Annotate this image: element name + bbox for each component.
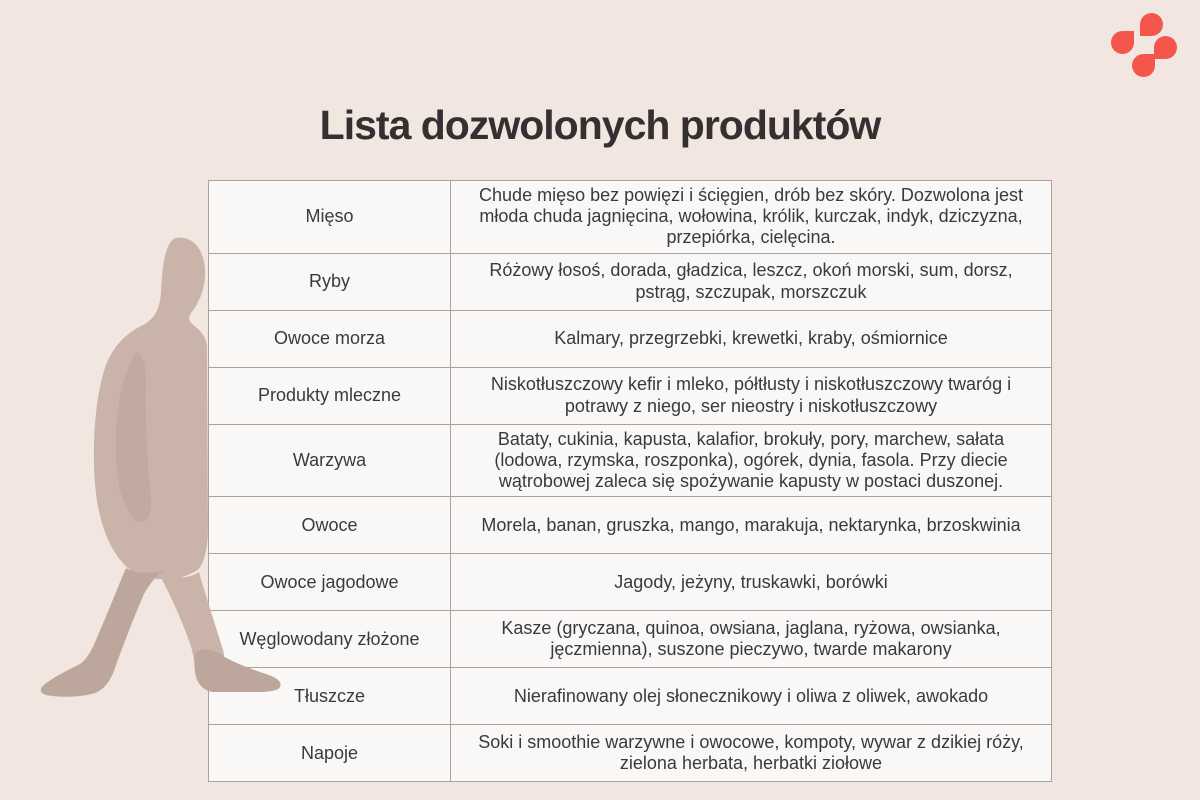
- products-cell: Kasze (gryczana, quinoa, owsiana, jaglan…: [450, 610, 1052, 669]
- logo-drop-icon: [1111, 31, 1134, 54]
- table-row: Owoce Morela, banan, gruszka, mango, mara…: [208, 496, 1052, 555]
- brand-logo: [1111, 12, 1178, 78]
- logo-drop-icon: [1154, 36, 1177, 59]
- products-table: Mięso Chude mięso bez powięzi i ścięgien,…: [208, 180, 1052, 783]
- products-cell: Chude mięso bez powięzi i ścięgien, drób…: [450, 180, 1052, 254]
- products-cell: Niskotłuszczowy kefir i mleko, półtłusty…: [450, 366, 1052, 425]
- walking-person-silhouette: [40, 237, 281, 697]
- category-cell: Mięso: [208, 180, 451, 254]
- logo-drop-icon: [1140, 13, 1163, 36]
- products-cell: Morela, banan, gruszka, mango, marakuja,…: [450, 496, 1052, 555]
- table-row: Węglowodany złożone Kasze (gryczana, quin…: [208, 610, 1052, 669]
- products-cell: Różowy łosoś, dorada, gładzica, leszcz, …: [450, 252, 1052, 311]
- category-cell: Produkty mleczne: [208, 366, 451, 425]
- table-row: Tłuszcze Nierafinowany olej słonecznikowy…: [208, 667, 1052, 726]
- category-cell: Owoce: [208, 496, 451, 555]
- category-cell: Napoje: [208, 724, 451, 783]
- products-cell: Soki i smoothie warzywne i owocowe, komp…: [450, 724, 1052, 783]
- page-title: Lista dozwolonych produktów: [319, 102, 882, 148]
- table-row: Produkty mleczne Niskotłuszczowy kefir i …: [208, 366, 1052, 425]
- table-row: Owoce jagodowe Jagody, jeżyny, truskawki,…: [208, 553, 1052, 612]
- products-cell: Nierafinowany olej słonecznikowy i oliwa…: [450, 667, 1052, 726]
- products-cell: Jagody, jeżyny, truskawki, borówki: [450, 553, 1052, 612]
- table-row: Ryby Różowy łosoś, dorada, gładzica, lesz…: [208, 252, 1052, 311]
- table-row: Warzywa Bataty, cukinia, kapusta, kalafio…: [208, 423, 1052, 498]
- category-cell: Owoce jagodowe: [208, 553, 451, 612]
- products-cell: Kalmary, przegrzebki, krewetki, kraby, o…: [450, 309, 1052, 368]
- table-row: Napoje Soki i smoothie warzywne i owocowe…: [208, 724, 1052, 783]
- table-row: Owoce morza Kalmary, przegrzebki, krewetk…: [208, 309, 1052, 368]
- category-cell: Węglowodany złożone: [208, 610, 451, 669]
- category-cell: Warzywa: [208, 423, 451, 498]
- logo-drop-icon: [1132, 54, 1155, 77]
- table-row: Mięso Chude mięso bez powięzi i ścięgien,…: [208, 180, 1052, 254]
- products-cell: Bataty, cukinia, kapusta, kalafior, brok…: [450, 423, 1052, 498]
